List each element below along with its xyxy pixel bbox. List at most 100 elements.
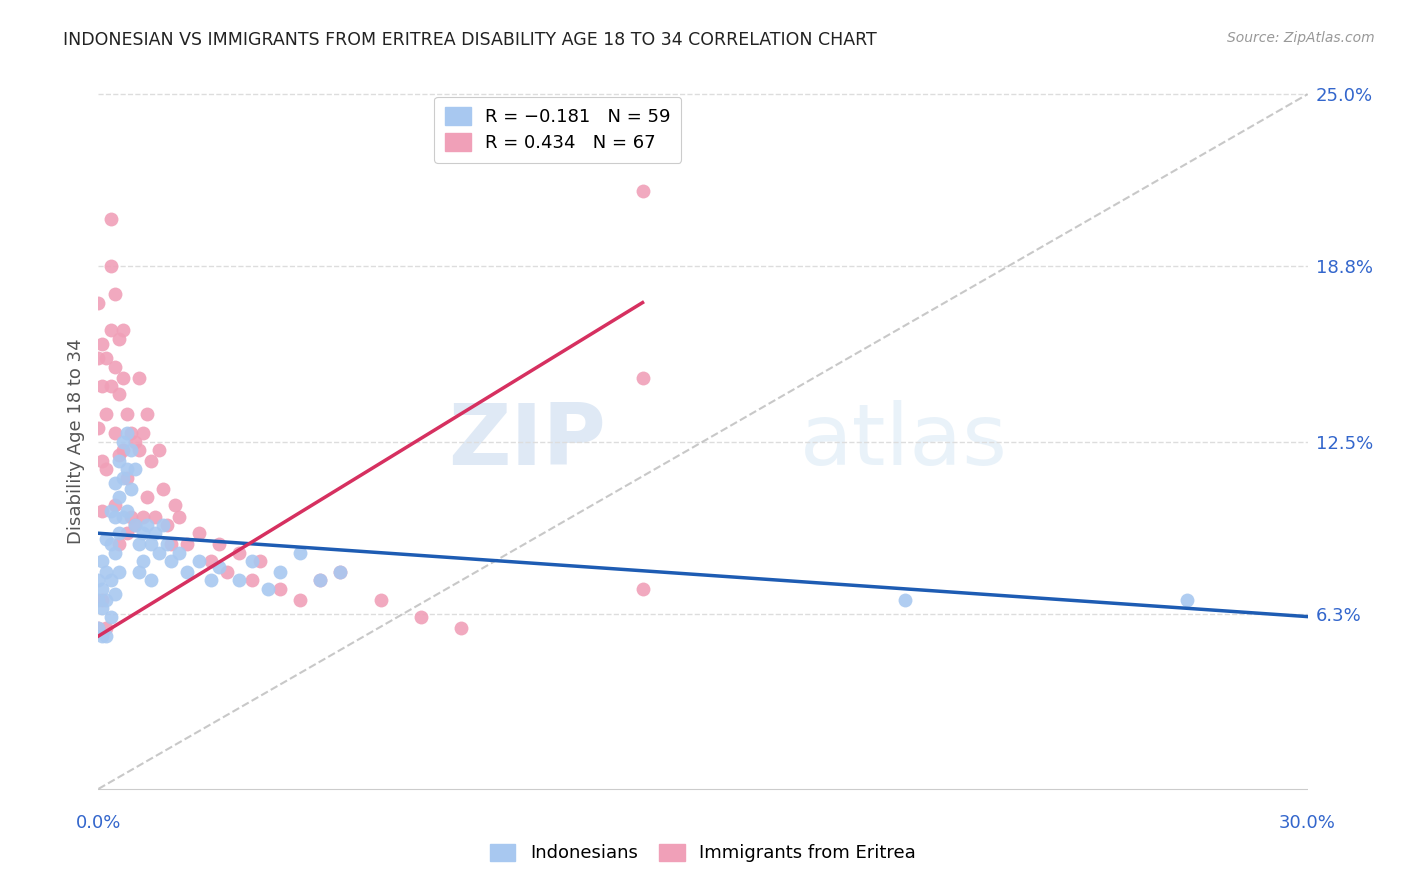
- Point: [91, 593, 114, 607]
- Point: [96, 629, 118, 643]
- Point: [188, 526, 211, 541]
- Point: [288, 593, 311, 607]
- Point: [100, 504, 122, 518]
- Point: [249, 554, 271, 568]
- Point: [132, 554, 155, 568]
- Point: [167, 509, 190, 524]
- Point: [128, 442, 150, 457]
- Text: ZIP: ZIP: [449, 400, 606, 483]
- Point: [103, 546, 125, 560]
- Point: [91, 454, 114, 468]
- Point: [103, 426, 125, 441]
- Point: [128, 565, 150, 579]
- Point: [217, 565, 239, 579]
- Point: [631, 582, 654, 596]
- Point: [240, 554, 263, 568]
- Y-axis label: Disability Age 18 to 34: Disability Age 18 to 34: [66, 339, 84, 544]
- Point: [100, 379, 122, 393]
- Point: [100, 260, 122, 274]
- Point: [152, 482, 174, 496]
- Point: [176, 537, 198, 551]
- Point: [115, 504, 138, 518]
- Point: [91, 379, 114, 393]
- Point: [309, 574, 332, 588]
- Point: [128, 370, 150, 384]
- Point: [309, 574, 332, 588]
- Point: [87, 621, 110, 635]
- Point: [139, 537, 162, 551]
- Point: [409, 609, 432, 624]
- Point: [156, 517, 179, 532]
- Point: [100, 323, 122, 337]
- Point: [120, 482, 142, 496]
- Point: [120, 442, 142, 457]
- Point: [111, 323, 134, 337]
- Point: [450, 621, 472, 635]
- Point: [91, 601, 114, 615]
- Text: Source: ZipAtlas.com: Source: ZipAtlas.com: [1227, 31, 1375, 45]
- Point: [91, 504, 114, 518]
- Point: [111, 509, 134, 524]
- Point: [100, 574, 122, 588]
- Point: [87, 593, 110, 607]
- Point: [132, 526, 155, 541]
- Point: [107, 449, 129, 463]
- Point: [269, 582, 291, 596]
- Point: [103, 359, 125, 374]
- Point: [107, 565, 129, 579]
- Point: [132, 426, 155, 441]
- Point: [156, 537, 179, 551]
- Point: [96, 407, 118, 421]
- Point: [111, 442, 134, 457]
- Point: [132, 509, 155, 524]
- Point: [631, 370, 654, 384]
- Point: [200, 574, 222, 588]
- Text: INDONESIAN VS IMMIGRANTS FROM ERITREA DISABILITY AGE 18 TO 34 CORRELATION CHART: INDONESIAN VS IMMIGRANTS FROM ERITREA DI…: [63, 31, 877, 49]
- Point: [240, 574, 263, 588]
- Point: [135, 517, 157, 532]
- Point: [135, 490, 157, 504]
- Point: [631, 185, 654, 199]
- Point: [160, 537, 183, 551]
- Point: [107, 490, 129, 504]
- Point: [208, 537, 231, 551]
- Point: [148, 442, 170, 457]
- Point: [176, 565, 198, 579]
- Point: [120, 426, 142, 441]
- Point: [91, 629, 114, 643]
- Point: [103, 509, 125, 524]
- Point: [111, 370, 134, 384]
- Point: [329, 565, 352, 579]
- Point: [329, 565, 352, 579]
- Point: [120, 509, 142, 524]
- Point: [115, 407, 138, 421]
- Point: [208, 559, 231, 574]
- Point: [115, 526, 138, 541]
- Point: [96, 462, 118, 476]
- Legend: R = −0.181   N = 59, R = 0.434   N = 67: R = −0.181 N = 59, R = 0.434 N = 67: [434, 96, 682, 163]
- Point: [115, 426, 138, 441]
- Point: [111, 470, 134, 484]
- Point: [1175, 593, 1198, 607]
- Legend: Indonesians, Immigrants from Eritrea: Indonesians, Immigrants from Eritrea: [482, 837, 924, 870]
- Point: [103, 587, 125, 601]
- Point: [152, 517, 174, 532]
- Point: [96, 565, 118, 579]
- Point: [107, 537, 129, 551]
- Point: [100, 609, 122, 624]
- Point: [135, 407, 157, 421]
- Point: [124, 517, 146, 532]
- Point: [87, 295, 110, 310]
- Point: [228, 574, 250, 588]
- Point: [288, 546, 311, 560]
- Point: [269, 565, 291, 579]
- Point: [143, 526, 166, 541]
- Point: [103, 476, 125, 491]
- Text: atlas: atlas: [800, 400, 1008, 483]
- Point: [107, 526, 129, 541]
- Point: [87, 420, 110, 434]
- Point: [111, 434, 134, 449]
- Point: [200, 554, 222, 568]
- Point: [124, 434, 146, 449]
- Point: [96, 532, 118, 546]
